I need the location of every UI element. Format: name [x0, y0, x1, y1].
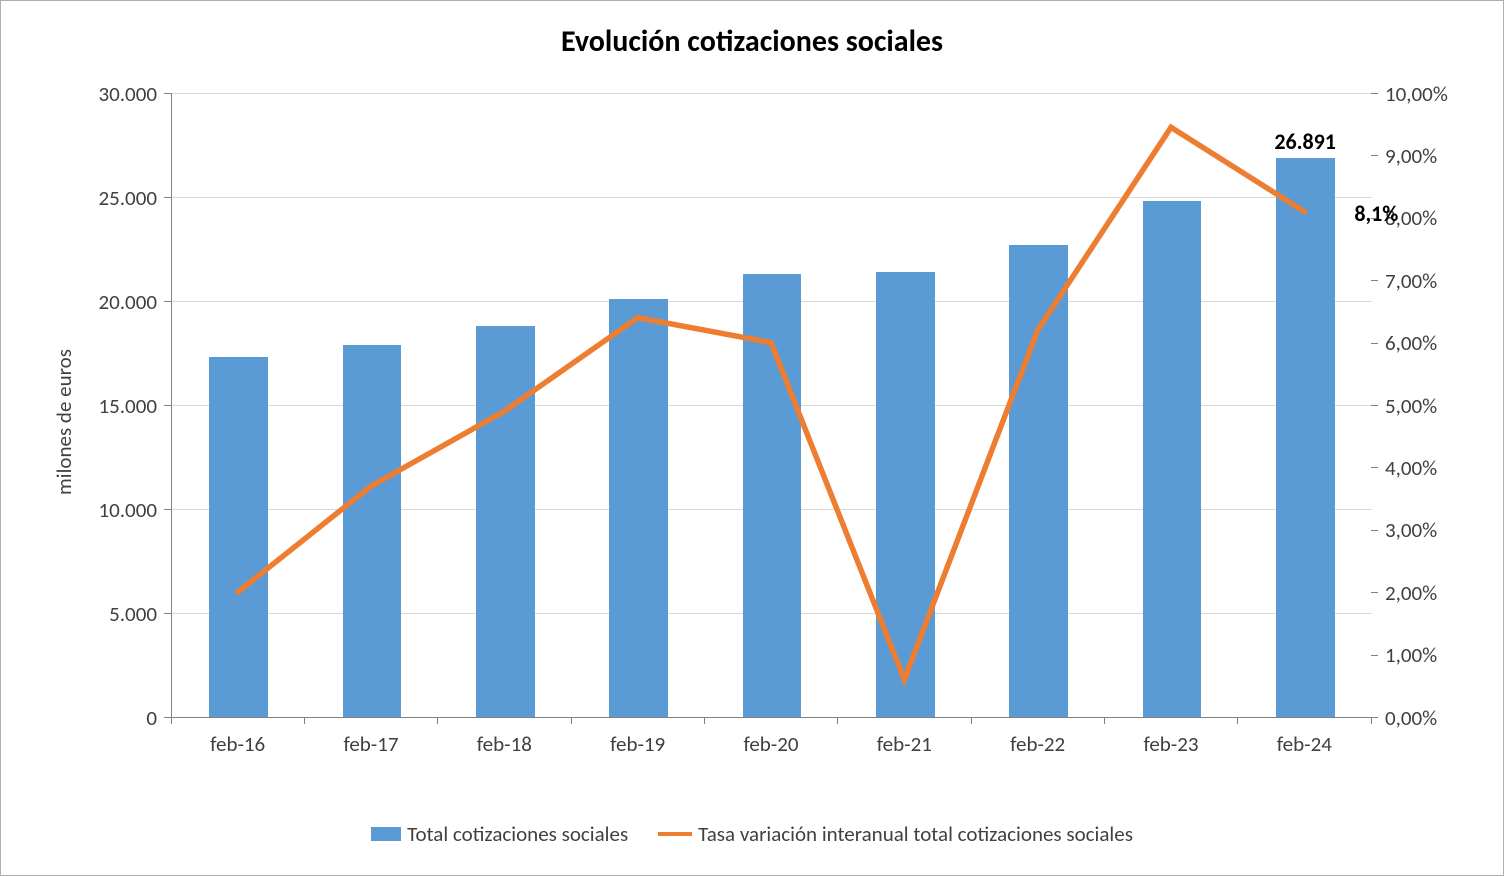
- y-right-tick-label: 7,00%: [1385, 268, 1437, 294]
- legend-bar-swatch: [371, 827, 401, 841]
- x-tick: [837, 717, 838, 724]
- chart-title: Evolución cotizaciones sociales: [1, 23, 1503, 60]
- data-label: 8,1%: [1354, 200, 1398, 227]
- y-right-tick: [1371, 530, 1378, 531]
- y-right-tick: [1371, 280, 1378, 281]
- y-right-tick: [1371, 467, 1378, 468]
- y-left-tick-label: 20.000: [98, 289, 157, 315]
- legend-item-bars: Total cotizaciones sociales: [371, 821, 628, 847]
- y-left-tick: [164, 613, 171, 614]
- y-left-tick: [164, 197, 171, 198]
- x-tick: [704, 717, 705, 724]
- y-left-tick: [164, 301, 171, 302]
- y-right-tick-label: 0,00%: [1385, 705, 1437, 731]
- legend-item-line: Tasa variación interanual total cotizaci…: [658, 821, 1133, 847]
- x-tick-label: feb-21: [838, 731, 971, 757]
- line-series-svg: [171, 93, 1371, 717]
- x-tick-label: feb-20: [704, 731, 837, 757]
- y-right-tick-label: 1,00%: [1385, 642, 1437, 668]
- x-tick: [304, 717, 305, 724]
- y-right-tick: [1371, 717, 1378, 718]
- legend-bar-label: Total cotizaciones sociales: [407, 821, 628, 847]
- x-tick-label: feb-16: [171, 731, 304, 757]
- y-right-tick-label: 6,00%: [1385, 330, 1437, 356]
- x-tick: [437, 717, 438, 724]
- x-tick: [1371, 717, 1372, 724]
- y-right-tick: [1371, 655, 1378, 656]
- y-left-tick: [164, 509, 171, 510]
- x-tick-label: feb-22: [971, 731, 1104, 757]
- x-tick: [571, 717, 572, 724]
- y-right-tick: [1371, 93, 1378, 94]
- y-right-tick: [1371, 155, 1378, 156]
- x-tick-label: feb-24: [1238, 731, 1371, 757]
- legend-line-label: Tasa variación interanual total cotizaci…: [698, 821, 1133, 847]
- line-series: [238, 127, 1305, 679]
- y-right-tick: [1371, 592, 1378, 593]
- x-tick-label: feb-23: [1104, 731, 1237, 757]
- y-left-tick-label: 25.000: [98, 185, 157, 211]
- x-tick: [971, 717, 972, 724]
- legend: Total cotizaciones sociales Tasa variaci…: [1, 821, 1503, 847]
- legend-line-swatch: [658, 832, 692, 836]
- y-left-tick: [164, 93, 171, 94]
- chart-container: Evolución cotizaciones sociales milones …: [0, 0, 1504, 876]
- y-left-tick-label: 15.000: [98, 393, 157, 419]
- y-left-tick: [164, 405, 171, 406]
- x-tick: [1104, 717, 1105, 724]
- y-axis-left-title: milones de euros: [51, 349, 77, 495]
- y-right-tick: [1371, 343, 1378, 344]
- x-tick-label: feb-18: [438, 731, 571, 757]
- y-right-tick-label: 9,00%: [1385, 143, 1437, 169]
- x-tick-label: feb-17: [304, 731, 437, 757]
- y-left-tick-label: 30.000: [98, 81, 157, 107]
- y-right-tick-label: 3,00%: [1385, 517, 1437, 543]
- y-right-tick-label: 4,00%: [1385, 455, 1437, 481]
- y-right-tick-label: 10,00%: [1385, 81, 1448, 107]
- y-left-tick-label: 0: [146, 705, 157, 731]
- x-tick-label: feb-19: [571, 731, 704, 757]
- y-right-tick-label: 5,00%: [1385, 393, 1437, 419]
- data-label: 26.891: [1274, 128, 1336, 155]
- x-tick: [171, 717, 172, 724]
- y-left-tick-label: 5.000: [109, 601, 157, 627]
- y-left-tick-label: 10.000: [98, 497, 157, 523]
- x-tick: [1237, 717, 1238, 724]
- y-right-tick-label: 2,00%: [1385, 580, 1437, 606]
- y-right-tick: [1371, 405, 1378, 406]
